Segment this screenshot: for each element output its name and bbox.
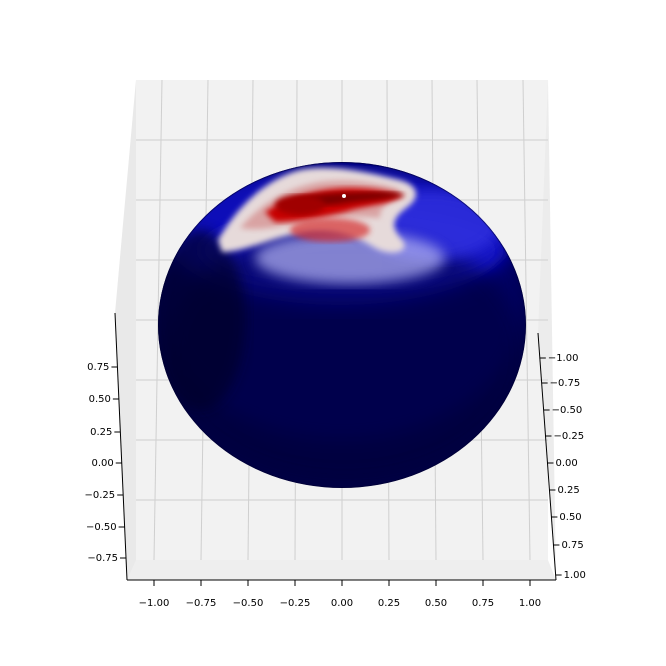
x-axis-tick-label: 0.25 <box>378 598 400 609</box>
left-pane <box>115 80 136 580</box>
y-axis-tick-label: 0.00 <box>555 458 577 469</box>
z-axis-tick-label: 0.50 <box>89 394 111 405</box>
z-axis-tick-label: −0.50 <box>86 522 117 533</box>
y-axis-tick-label: 0.50 <box>559 512 581 523</box>
z-axis-line <box>114 312 128 581</box>
z-axis-ticks: −0.75 −0.50 −0.25 0.00 0.25 0.50 0.75 <box>85 362 127 564</box>
y-axis-tick-label: 0.75 <box>561 540 583 551</box>
y-axis-tick-label: −0.75 <box>550 378 581 389</box>
x-axis-tick-label: 0.75 <box>472 598 494 609</box>
x-axis-tick-label: −1.00 <box>139 598 170 609</box>
y-axis-tick-label: −1.00 <box>548 353 579 364</box>
z-axis-tick-label: 0.75 <box>87 362 109 373</box>
y-axis-line <box>537 332 557 581</box>
y-axis-tick-label: −0.50 <box>552 405 583 416</box>
y-axis-ticks: −1.00 −0.75 −0.50 −0.25 0.00 0.25 0.50 0.75 1.00 <box>539 353 586 581</box>
y-axis-tick-label: 1.00 <box>564 570 586 581</box>
x-axis-tick-label: 1.00 <box>519 598 541 609</box>
floor-pane <box>127 560 556 580</box>
x-axis-ticks: −1.00 −0.75 −0.50 −0.25 0.00 0.25 0.50 0.75 1.00 <box>139 580 541 609</box>
y-axis-tick-label: 0.25 <box>557 485 579 496</box>
right-pane <box>538 80 556 580</box>
x-axis-tick-label: 0.50 <box>425 598 447 609</box>
z-axis-tick-label: 0.00 <box>91 458 113 469</box>
x-axis-tick-label: 0.00 <box>331 598 353 609</box>
sphere-surface <box>158 162 526 488</box>
x-axis-tick-label: −0.25 <box>280 598 311 609</box>
x-axis-tick-label: −0.75 <box>186 598 217 609</box>
y-axis-tick-label: −0.25 <box>554 431 585 442</box>
x-axis-tick-label: −0.50 <box>233 598 264 609</box>
z-axis-tick-label: −0.75 <box>87 553 118 564</box>
z-axis-tick-label: −0.25 <box>85 490 116 501</box>
z-axis-tick-label: 0.25 <box>90 427 112 438</box>
